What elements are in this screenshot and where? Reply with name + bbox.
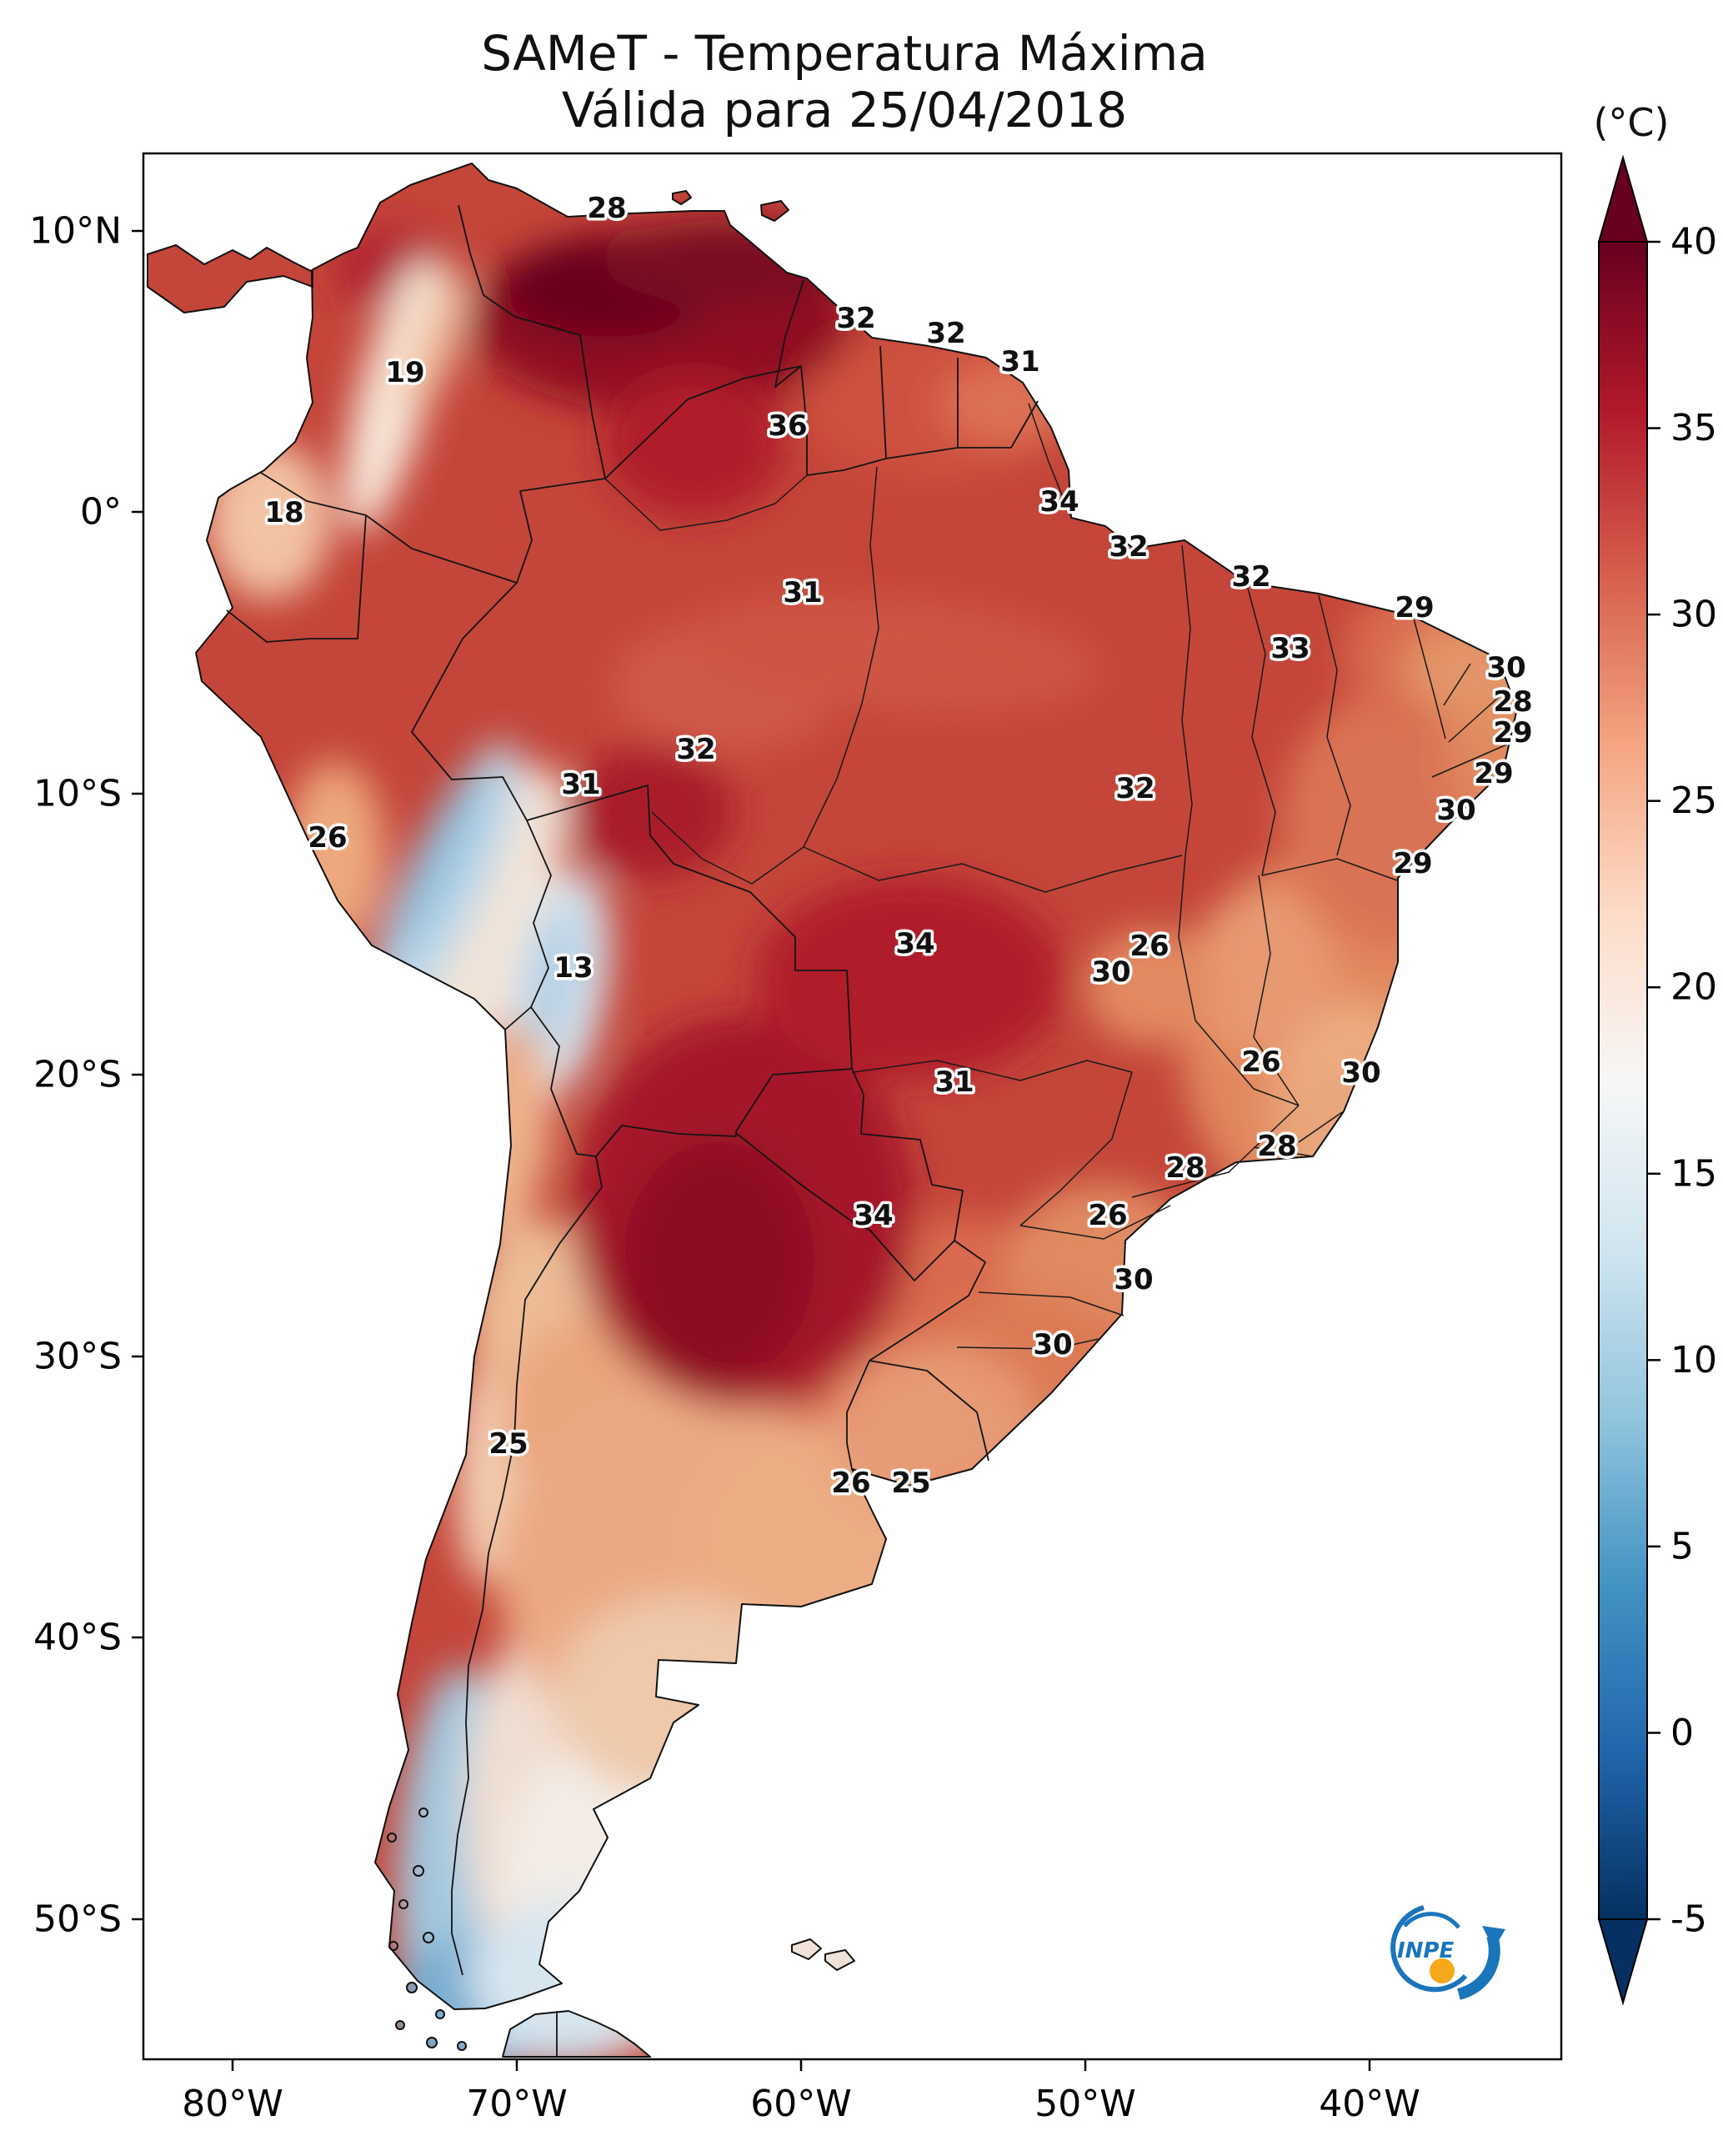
temperature-field — [148, 163, 1517, 2057]
x-tick-label: 60°W — [750, 2083, 852, 2125]
temperature-label: 29 — [1395, 591, 1434, 624]
logo-arrowhead-icon — [1482, 1926, 1505, 1949]
colorbar-tick-label: 0 — [1670, 1712, 1694, 1754]
temperature-label: 32 — [926, 317, 965, 350]
temperature-label: 31 — [561, 768, 600, 801]
y-tick-label: 10°N — [29, 210, 122, 253]
x-tick-label: 50°W — [1034, 2083, 1136, 2125]
temperature-label: 26 — [1129, 930, 1169, 963]
logo-arrow-icon — [1456, 1933, 1500, 2000]
temperature-label: 31 — [783, 576, 822, 609]
colorbar-unit-label: (°C) — [1593, 100, 1670, 145]
temperature-label: 29 — [1493, 716, 1532, 750]
colorbar-tick-label: 35 — [1670, 407, 1717, 449]
temperature-label: 31 — [1000, 345, 1039, 379]
logo-swoosh-icon — [1403, 1912, 1460, 1929]
colorbar-tick-label: 40 — [1670, 221, 1717, 263]
y-tick-label: 50°S — [33, 1898, 122, 1941]
temperature-label: 30 — [1436, 794, 1475, 827]
temperature-label: 19 — [385, 356, 424, 389]
temperature-label: 30 — [1091, 955, 1130, 989]
temperature-label: 36 — [768, 409, 807, 443]
temperature-label: 28 — [1257, 1130, 1296, 1163]
logo-text: INPE — [1397, 1938, 1454, 1963]
x-tick-label: 80°W — [182, 2083, 283, 2125]
temperature-label: 31 — [934, 1065, 974, 1099]
inpe-logo: INPE — [1390, 1905, 1505, 2000]
colorbar-under-arrow — [1597, 1918, 1649, 2006]
temperature-label: 26 — [1088, 1199, 1127, 1232]
country-borders — [226, 204, 1039, 2057]
temperature-label: 30 — [1486, 651, 1525, 684]
y-tick-label: 10°S — [33, 773, 122, 815]
temperature-label: 30 — [1341, 1056, 1380, 1090]
x-tick-label: 70°W — [466, 2083, 568, 2125]
temperature-label: 32 — [1115, 772, 1155, 805]
logo-orange-dot-icon — [1430, 1958, 1455, 1983]
temperature-label: 34 — [854, 1199, 893, 1232]
temperature-label: 29 — [1474, 757, 1513, 790]
temperature-label: 28 — [1165, 1151, 1205, 1185]
plot-frame — [142, 152, 1563, 2061]
temperature-label: 34 — [1039, 485, 1079, 519]
chart-title: SAMeT - Temperatura Máxima — [481, 25, 1208, 82]
temperature-label: 18 — [264, 496, 303, 529]
temperature-label: 32 — [1231, 560, 1270, 594]
temperature-label: 25 — [891, 1467, 930, 1500]
temperature-label: 32 — [1109, 530, 1148, 564]
colorbar-ticks: 40 35 30 25 20 15 10 5 0 -5 — [1647, 221, 1717, 1941]
temperature-label: 29 — [1393, 847, 1432, 880]
axis-ticks: 10°N 0° 10°S 20°S 30°S 40°S 50°S 80°W 70°W 60°W 50… — [29, 210, 1420, 2126]
colorbar-tick-label: 30 — [1670, 594, 1717, 636]
colorbar-tick-label: -5 — [1670, 1898, 1707, 1941]
temperature-label: 28 — [587, 192, 626, 225]
temperature-label: 30 — [1033, 1328, 1072, 1361]
temperature-label: 25 — [488, 1427, 528, 1461]
colorbar: 40 35 30 25 20 15 10 5 0 -5 — [1597, 154, 1717, 2006]
y-tick-label: 20°S — [33, 1054, 122, 1096]
y-tick-label: 40°S — [33, 1617, 122, 1659]
colorbar-tick-label: 25 — [1670, 780, 1717, 822]
temperature-label: 32 — [836, 302, 875, 335]
temperature-label: 28 — [1493, 685, 1532, 719]
temperature-label: 13 — [553, 951, 593, 985]
x-tick-label: 40°W — [1319, 2083, 1420, 2125]
temperature-label: 26 — [308, 821, 347, 855]
temperature-label: 26 — [1241, 1045, 1280, 1079]
colorbar-body — [1598, 241, 1648, 1920]
colorbar-over-arrow — [1597, 154, 1649, 243]
chart-subtitle: Válida para 25/04/2018 — [561, 82, 1128, 138]
logo-orbit-icon — [1390, 1905, 1468, 1993]
temperature-label: 26 — [831, 1467, 870, 1500]
temperature-label: 32 — [676, 733, 715, 766]
colorbar-tick-label: 15 — [1670, 1152, 1717, 1195]
temperature-label: 34 — [895, 927, 934, 960]
temperature-label: 33 — [1270, 632, 1310, 665]
coastline — [147, 163, 1518, 2058]
y-tick-label: 30°S — [33, 1336, 122, 1378]
temperature-label: 30 — [1114, 1263, 1153, 1296]
colorbar-tick-label: 5 — [1670, 1525, 1694, 1567]
state-borders — [604, 403, 1510, 1350]
colorbar-tick-label: 10 — [1670, 1339, 1717, 1381]
colorbar-tick-label: 20 — [1670, 966, 1717, 1009]
y-tick-label: 0° — [80, 491, 122, 534]
